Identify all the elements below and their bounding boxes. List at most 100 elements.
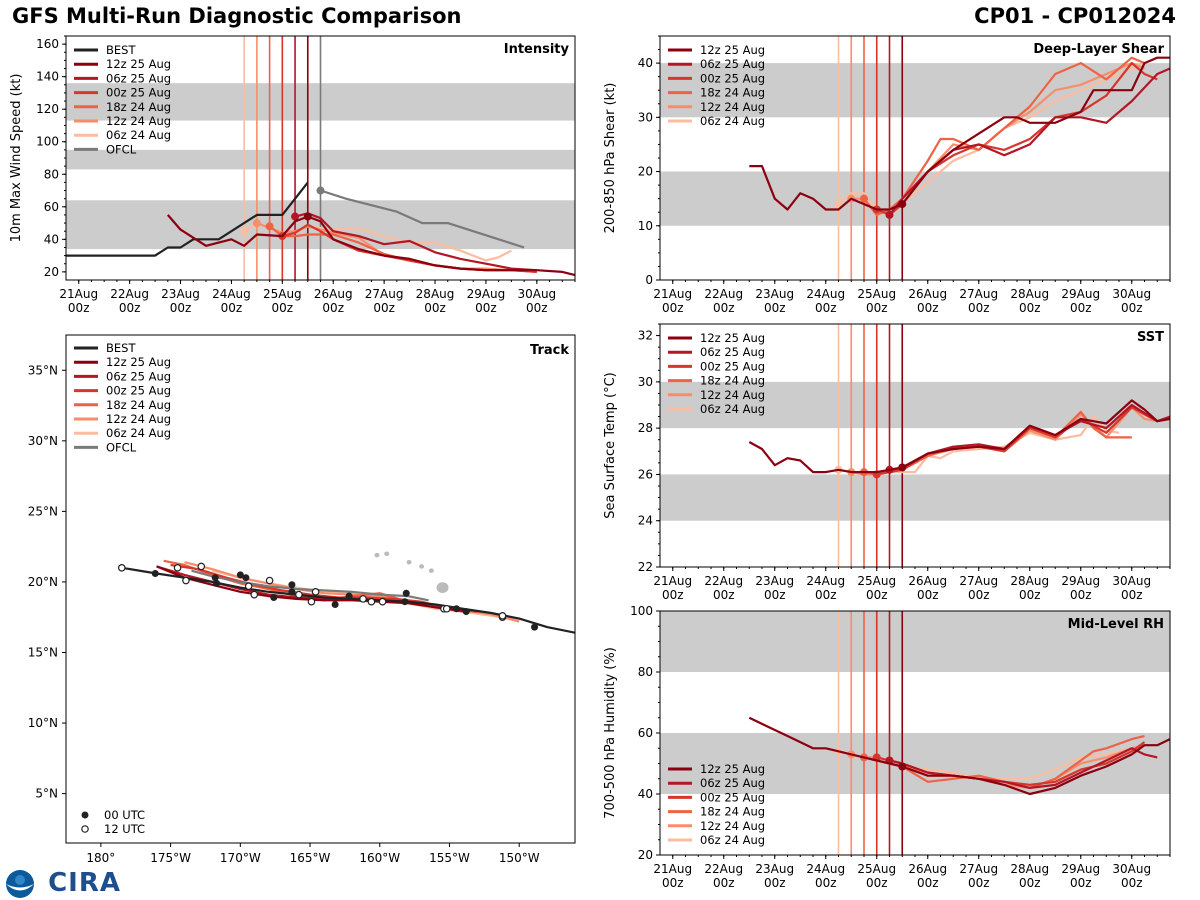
intensity-ytick-label: 20 [44,265,59,279]
shear-title: Deep-Layer Shear [1033,42,1164,57]
sst-xtick-label: 00z [815,588,837,602]
track-00utc-marker [401,598,409,606]
intensity-legend-label: 18z 24 Aug [106,100,171,114]
shear-legend-label: 00z 25 Aug [700,71,765,85]
track-00utc-marker [213,579,221,587]
track-12utc-marker [378,597,387,606]
shear-legend-label: 18z 24 Aug [700,86,765,100]
sst-xtick-label: 00z [1019,588,1041,602]
track-legend-label: OFCL [106,440,137,454]
intensity-series-line [66,181,309,257]
shear-xtick-label: 29Aug [1061,287,1100,301]
sst-legend-label: 12z 24 Aug [700,388,765,402]
sst-legend-label: 00z 25 Aug [700,359,765,373]
shear-xtick-label: 28Aug [1010,287,1049,301]
track-ytick-label: 35°N [28,363,58,377]
rh-xtick-label: 00z [662,876,684,890]
intensity-init-point [291,212,300,221]
intensity-series-line [294,212,537,272]
rh-xtick-label: 22Aug [704,862,743,876]
intensity-xtick-label: 28Aug [416,287,455,301]
track-00utc-marker [452,605,460,613]
rh-xtick-label: 26Aug [908,862,947,876]
rh-legend-label: 12z 25 Aug [700,762,765,776]
rh-ytick-label: 80 [638,665,653,679]
intensity-xtick-label: 00z [373,301,395,315]
sst-title: SST [1137,330,1164,345]
track-xtick-label: 160°W [359,851,400,865]
sst-xtick-label: 00z [866,588,888,602]
intensity-xtick-label: 22Aug [110,287,149,301]
intensity-panel: 2040608010012014016021Aug00z22Aug00z23Au… [9,35,576,315]
sst-xtick-label: 27Aug [959,574,998,588]
track-xtick-label: 165°W [290,851,331,865]
intensity-xtick-label: 21Aug [59,287,98,301]
sst-panel: 22242628303221Aug00z22Aug00z23Aug00z24Au… [603,323,1171,602]
rh-ytick-label: 40 [638,787,653,801]
rh-xtick-label: 27Aug [959,862,998,876]
rh-xtick-label: 25Aug [857,862,896,876]
hawaii-island [436,582,449,593]
shear-series-line [863,56,1145,216]
intensity-legend-label: 00z 25 Aug [106,86,171,100]
rh-series-line [889,747,1158,790]
rh-xtick-label: 28Aug [1010,862,1049,876]
track-00utc-marker [242,574,250,582]
hawaii-island [406,559,412,565]
rh-legend-label: 06z 25 Aug [700,776,765,790]
rh-xtick-label: 00z [764,876,786,890]
rh-xtick-label: 24Aug [806,862,845,876]
hawaii-island [384,551,390,556]
rh-legend-label: 06z 24 Aug [700,833,765,847]
intensity-xtick-label: 00z [68,301,90,315]
intensity-xtick-label: 25Aug [263,287,302,301]
track-frame [65,334,576,844]
sst-init-point [898,463,907,472]
track-12utc-marker [265,576,274,585]
intensity-legend-label: 06z 24 Aug [106,128,171,142]
shear-xtick-label: 00z [713,301,735,315]
track-00utc-marker [462,608,470,616]
shear-xtick-label: 27Aug [959,287,998,301]
rh-title: Mid-Level RH [1068,617,1164,632]
rh-ytick-label: 100 [630,604,653,618]
rh-xtick-label: 00z [1070,876,1092,890]
sst-xtick-label: 00z [1070,588,1092,602]
track-legend-label: 12z 24 Aug [106,412,171,426]
sst-legend-label: 06z 24 Aug [700,402,765,416]
track-12utc-marker [244,582,253,590]
shear-xtick-label: 00z [815,301,837,315]
intensity-init-point [252,219,261,228]
track-title: Track [530,343,569,358]
track-legend-12utc-label: 12 UTC [104,822,145,836]
track-xtick-label: 180° [86,851,115,865]
track-12utc-marker [442,604,451,613]
rh-xtick-label: 00z [968,876,990,890]
hawaii-island [374,552,380,558]
track-00utc-marker [331,601,339,609]
shear-init-point [834,200,843,209]
shear-xtick-label: 00z [662,301,684,315]
track-00utc-marker [236,571,244,579]
track-12utc-marker [197,562,206,571]
track-xtick-label: 150°W [499,851,540,865]
sst-ytick-label: 28 [638,421,653,435]
track-ytick-label: 15°N [28,646,58,660]
shear-xtick-label: 30Aug [1112,287,1151,301]
sst-xtick-label: 22Aug [704,574,743,588]
sst-ytick-label: 22 [638,560,653,574]
sst-xtick-label: 24Aug [806,574,845,588]
rh-legend-label: 18z 24 Aug [700,805,765,819]
track-00utc-marker [288,581,296,589]
shear-init-point [898,200,907,209]
shear-xtick-label: 00z [917,301,939,315]
shear-ytick-label: 20 [638,165,653,179]
track-ytick-label: 20°N [28,575,58,589]
sst-ylabel: Sea Surface Temp (°C) [603,372,618,519]
shear-panel: 01020304021Aug00z22Aug00z23Aug00z24Aug00… [603,35,1171,315]
sst-series-line [748,399,1171,474]
track-12utc-marker [173,564,182,572]
track-xtick-label: 155°W [429,851,470,865]
rh-band [660,611,1170,672]
